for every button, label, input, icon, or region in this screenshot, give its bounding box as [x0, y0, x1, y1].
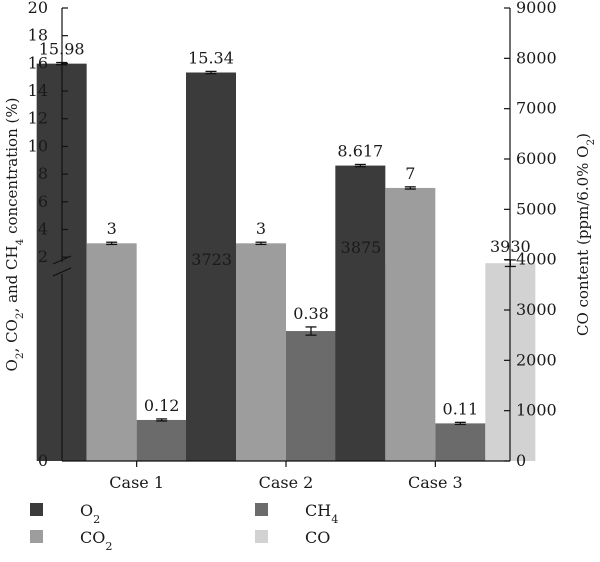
- right-tick-label: 8000: [516, 48, 557, 67]
- error-bar-ch4-3: [454, 421, 466, 426]
- bar-ch4-2: [286, 331, 336, 461]
- data-label-o2-2: 15.34: [188, 48, 234, 67]
- bar-o2-3: [335, 165, 386, 461]
- legend-swatch-o2: [30, 503, 43, 516]
- data-label-co2-1: 3: [107, 219, 117, 238]
- data-label-ch4-1: 0.12: [144, 396, 180, 415]
- bar-ch4-3: [435, 423, 486, 461]
- bars-group: [36, 61, 536, 461]
- left-tick-label: 14: [28, 81, 48, 100]
- error-bar-co2-2: [255, 241, 267, 246]
- left-tick-label: 6: [38, 192, 48, 211]
- error-bar-o2-3: [354, 163, 366, 168]
- right-tick-label: 9000: [516, 0, 557, 17]
- right-axis-title: CO content (ppm/6.0% O2): [574, 133, 597, 336]
- bar-co2-1: [86, 243, 137, 461]
- left-tick-label: 10: [28, 136, 48, 155]
- bar-co2-2: [236, 243, 286, 461]
- data-label-o2-1: 15.98: [39, 40, 85, 59]
- data-label-co2-2: 3: [256, 219, 266, 238]
- right-tick-label: 4000: [516, 250, 557, 269]
- legend-swatch-co: [255, 530, 268, 543]
- legend-label-co: CO: [305, 528, 330, 547]
- left-tick-label: 4: [38, 219, 48, 238]
- right-tick-label: 1000: [516, 401, 557, 420]
- left-tick-label: 20: [28, 0, 48, 17]
- right-tick-label: 5000: [516, 199, 557, 218]
- left-tick-label: 12: [28, 109, 48, 128]
- left-tick-label: 16: [28, 53, 48, 72]
- left-tick-label: 18: [28, 26, 48, 45]
- data-label-co-2: 3875: [341, 238, 382, 257]
- right-tick-label: 2000: [516, 350, 557, 369]
- legend: O2 CH4 CO2 CO: [30, 501, 338, 553]
- x-tick-label-3: Case 3: [408, 473, 463, 492]
- x-tick-label-1: Case 1: [109, 473, 164, 492]
- right-tick-label: 3000: [516, 300, 557, 319]
- legend-swatch-ch4: [255, 503, 268, 516]
- legend-label-o2: O2: [80, 501, 100, 526]
- left-tick-label: 0: [38, 451, 48, 470]
- data-label-co-1: 3723: [191, 250, 232, 269]
- bar-ch4-1: [136, 419, 187, 461]
- error-bar-o2-2: [205, 70, 217, 75]
- error-bar-ch4-2: [305, 326, 317, 336]
- data-labels-group: 15.98 3 0.12 3723 15.34 3 0.38 3875 8.617 7 0.11 39…: [39, 40, 531, 419]
- error-bar-ch4-1: [156, 418, 168, 422]
- left-axis-title: O2, CO2, and CH4 concentration (%): [3, 98, 26, 372]
- bar-o2-2: [186, 72, 236, 461]
- error-bar-co2-1: [106, 241, 118, 246]
- right-tick-label: 6000: [516, 149, 557, 168]
- right-tick-label: 0: [516, 451, 526, 470]
- axis-break-mark: [52, 267, 72, 277]
- legend-label-co2: CO2: [80, 528, 112, 553]
- x-tick-label-2: Case 2: [259, 473, 314, 492]
- legend-label-ch4: CH4: [305, 501, 338, 526]
- error-bar-co2-3: [404, 186, 416, 190]
- data-label-ch4-2: 0.38: [293, 304, 329, 323]
- right-tick-label: 7000: [516, 99, 557, 118]
- bar-co2-3: [385, 187, 436, 461]
- left-tick-label: 2: [38, 247, 48, 266]
- data-label-co2-3: 7: [405, 164, 415, 183]
- legend-swatch-co2: [30, 530, 43, 543]
- data-label-co-3: 3930: [490, 237, 531, 256]
- left-tick-label: 8: [38, 164, 48, 183]
- data-label-o2-3: 8.617: [337, 141, 383, 160]
- data-label-ch4-3: 0.11: [443, 399, 479, 418]
